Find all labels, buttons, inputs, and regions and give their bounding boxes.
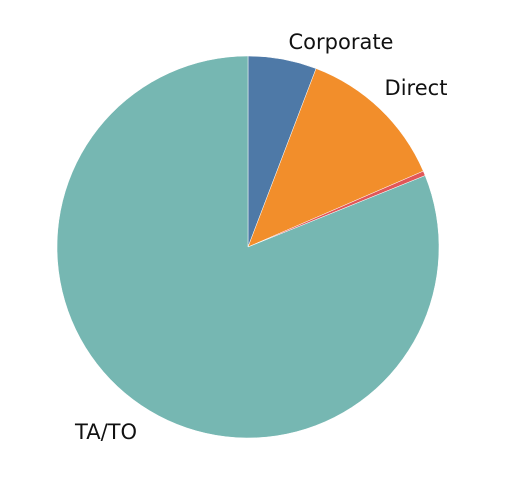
pie-label-direct: Direct xyxy=(385,76,448,100)
pie-labels: Corporate Direct TA/TO xyxy=(74,30,447,444)
pie-label-ta-to: TA/TO xyxy=(74,420,137,444)
pie-slice-ta-to xyxy=(56,55,440,439)
pie-slices xyxy=(56,55,440,439)
pie-label-corporate: Corporate xyxy=(289,30,394,54)
pie-slice-direct xyxy=(247,68,424,248)
